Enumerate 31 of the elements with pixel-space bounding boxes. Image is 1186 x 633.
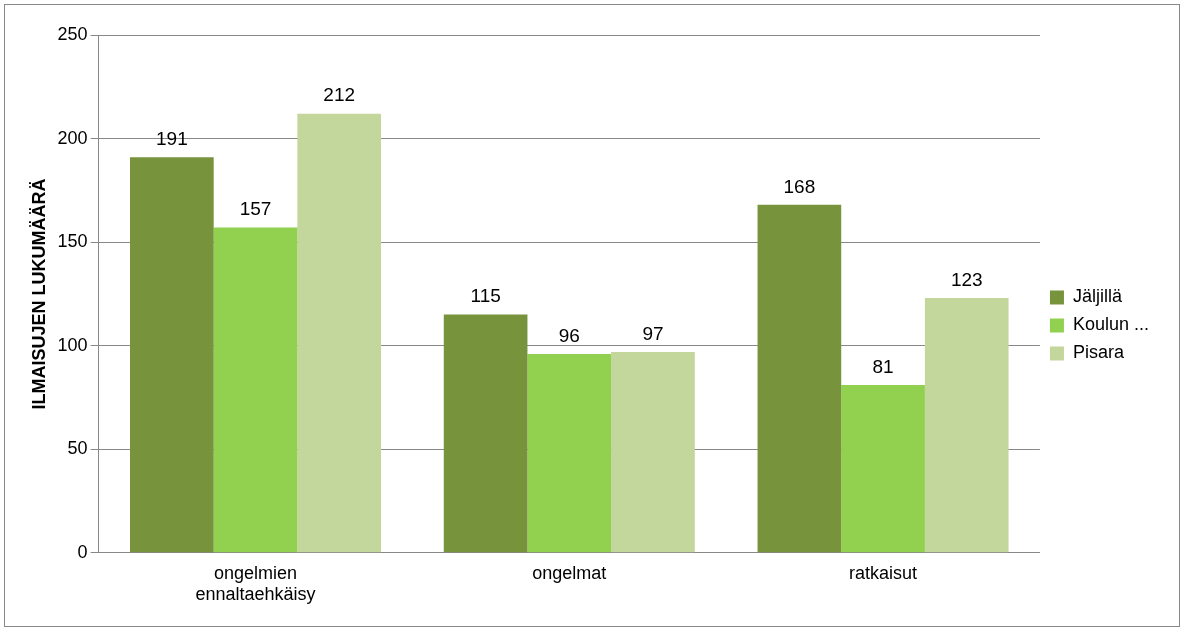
y-tick-label: 150 [57,231,88,252]
bar [443,314,528,553]
bar [213,227,298,553]
data-label: 168 [783,175,816,197]
bar [611,351,695,553]
bar [757,204,842,553]
y-tick-label: 200 [57,127,88,148]
data-label: 81 [872,355,894,377]
y-tick-label: 250 [57,23,88,44]
y-axis-title: ILMAISUJEN LUKUMÄÄRÄ [28,178,49,410]
y-tick-label: 0 [77,541,88,562]
data-label: 212 [323,84,356,106]
bar [527,353,612,553]
data-label: 115 [470,285,501,307]
y-tick-label: 100 [57,334,88,355]
x-tick-label: ongelmien ennaltaehkäisy [195,562,316,605]
x-tick-label: ratkaisut [849,562,918,583]
data-label: 123 [950,268,983,290]
data-label: 96 [558,324,580,346]
legend-label: Koulun ... [1072,314,1150,335]
data-label: 191 [155,127,188,149]
bar [130,157,214,553]
bar [841,385,925,553]
bar [924,298,1009,553]
legend-label: Jäljillä [1072,286,1123,307]
data-label: 97 [642,322,664,344]
y-tick-label: 50 [67,438,88,459]
legend-label: Pisara [1072,342,1125,363]
bar [297,113,382,553]
data-label: 157 [239,198,272,220]
x-tick-label: ongelmat [532,562,607,583]
